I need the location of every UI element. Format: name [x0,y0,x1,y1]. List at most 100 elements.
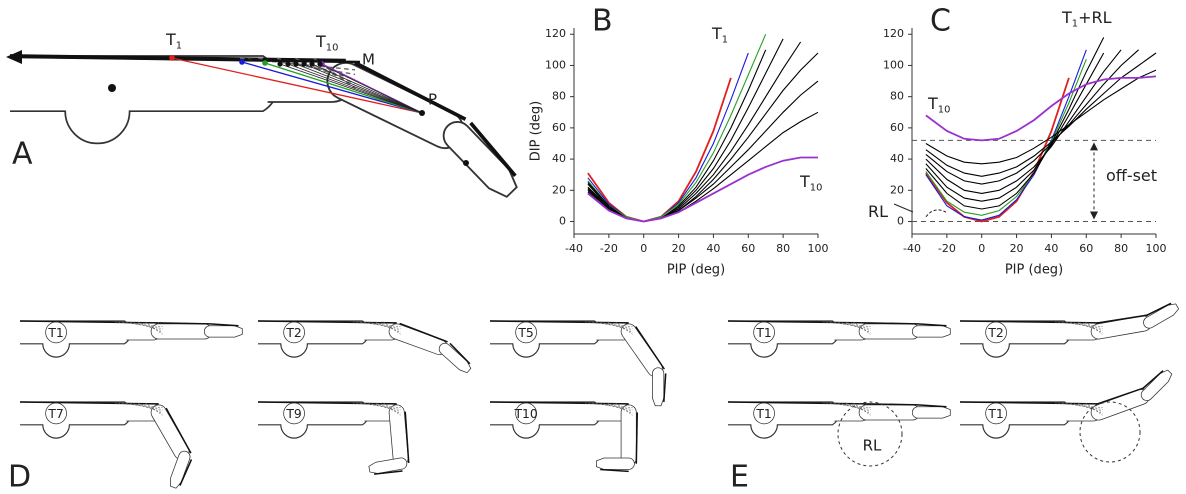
tendon-point [309,61,315,67]
series-line [587,156,818,223]
y-tick-label: 100 [545,58,566,71]
distal-group [442,121,518,198]
tendon-trace [607,321,633,333]
label-ring [515,402,537,425]
tendon-trace [592,321,633,329]
distal-group [203,323,243,338]
x-tick-label: -40 [565,242,583,255]
y-tick-label: 20 [552,183,566,196]
x-tick-label: 20 [1010,242,1024,255]
series-line [925,52,1105,202]
annotation-text: T [315,32,326,51]
tendon [1145,302,1172,317]
finger-label: T2 [285,326,301,340]
annotation: T1 [165,30,182,52]
rl-pointer [893,203,914,213]
tendon-trace [122,321,163,329]
tendon [727,401,867,405]
finger-label: T7 [47,407,63,421]
y-tick-label: 0 [559,215,566,228]
distal-phalanx [1140,369,1173,401]
tendon [158,322,211,325]
series-line [587,49,767,223]
metacarpal [258,401,370,439]
tendon-path [264,62,423,114]
tendon [1097,314,1149,324]
arrow-head [1090,142,1098,151]
tendon [635,326,665,370]
circle-label: RL [863,437,882,455]
distal-group [1140,369,1173,401]
tendon-path [319,63,423,114]
x-tick-label: 80 [776,242,790,255]
finger: T1 [959,369,1173,439]
series-line [587,41,802,223]
middle-group [150,404,193,489]
y-tick-label: 60 [552,121,566,134]
annotation-suffix: +RL [1078,8,1112,27]
finger-label: T1 [755,326,771,340]
tendon-point [317,61,323,67]
series-line [925,69,1157,165]
tendon [374,470,403,475]
x-tick-label: -20 [938,242,956,255]
metacarpal [10,55,280,145]
tendon [179,459,193,486]
tendon-trace [352,321,401,327]
arrow-head [1090,211,1098,220]
tendon-trace [145,402,163,416]
tendon-path [279,63,423,114]
finger-label: T9 [285,407,301,421]
label-ring [985,402,1007,425]
tendon-point [301,61,307,67]
tendon-trace [853,321,871,335]
joint-dot [463,160,469,166]
metacarpal [728,320,840,358]
label-ring [45,321,67,344]
tendon-trace [1085,321,1103,335]
tendon-trace [114,402,163,408]
distal-phalanx [911,406,951,419]
metacarpal [728,401,840,439]
tendon-trace [375,402,401,414]
tendon-trace [615,402,633,416]
tendon-point [293,61,299,67]
label-ring [515,321,537,344]
finger: T1 [727,320,951,358]
y-tick-label: 40 [552,152,566,165]
metacarpal [20,320,132,358]
joint-dot [419,110,425,116]
annotation-text: T [799,172,810,191]
rl-circle [1079,401,1141,463]
middle-group [858,403,951,421]
distal-phalanx [652,367,665,407]
x-axis-label: PIP (deg) [1005,263,1063,278]
series-line [587,80,819,223]
tendon-trace [822,321,871,327]
x-tick-label: 40 [1044,242,1058,255]
tendon [165,407,192,454]
tendon [19,401,159,405]
distal-phalanx [596,457,635,470]
tendon-path [303,63,423,114]
y-tick-label: 0 [897,215,904,228]
distal-group [911,404,951,419]
tendon-trace [137,321,163,333]
series-line [925,77,1070,223]
label-ring [985,321,1007,344]
finger-label: T10 [513,407,537,421]
metacarpal [960,401,1072,439]
tendon-path [287,63,423,114]
x-tick-label: -40 [903,242,921,255]
tendon-path [311,63,423,114]
tendon-trace [383,321,401,335]
distal-group [652,367,667,407]
joint-label: P [428,91,437,109]
finger-label: T1 [987,407,1003,421]
label-ring [283,321,305,344]
annotation: T10 [927,94,950,116]
tendon [354,61,467,121]
annotation: T10 [799,172,822,194]
y-tick-label: 120 [545,27,566,40]
series-line [587,52,749,223]
